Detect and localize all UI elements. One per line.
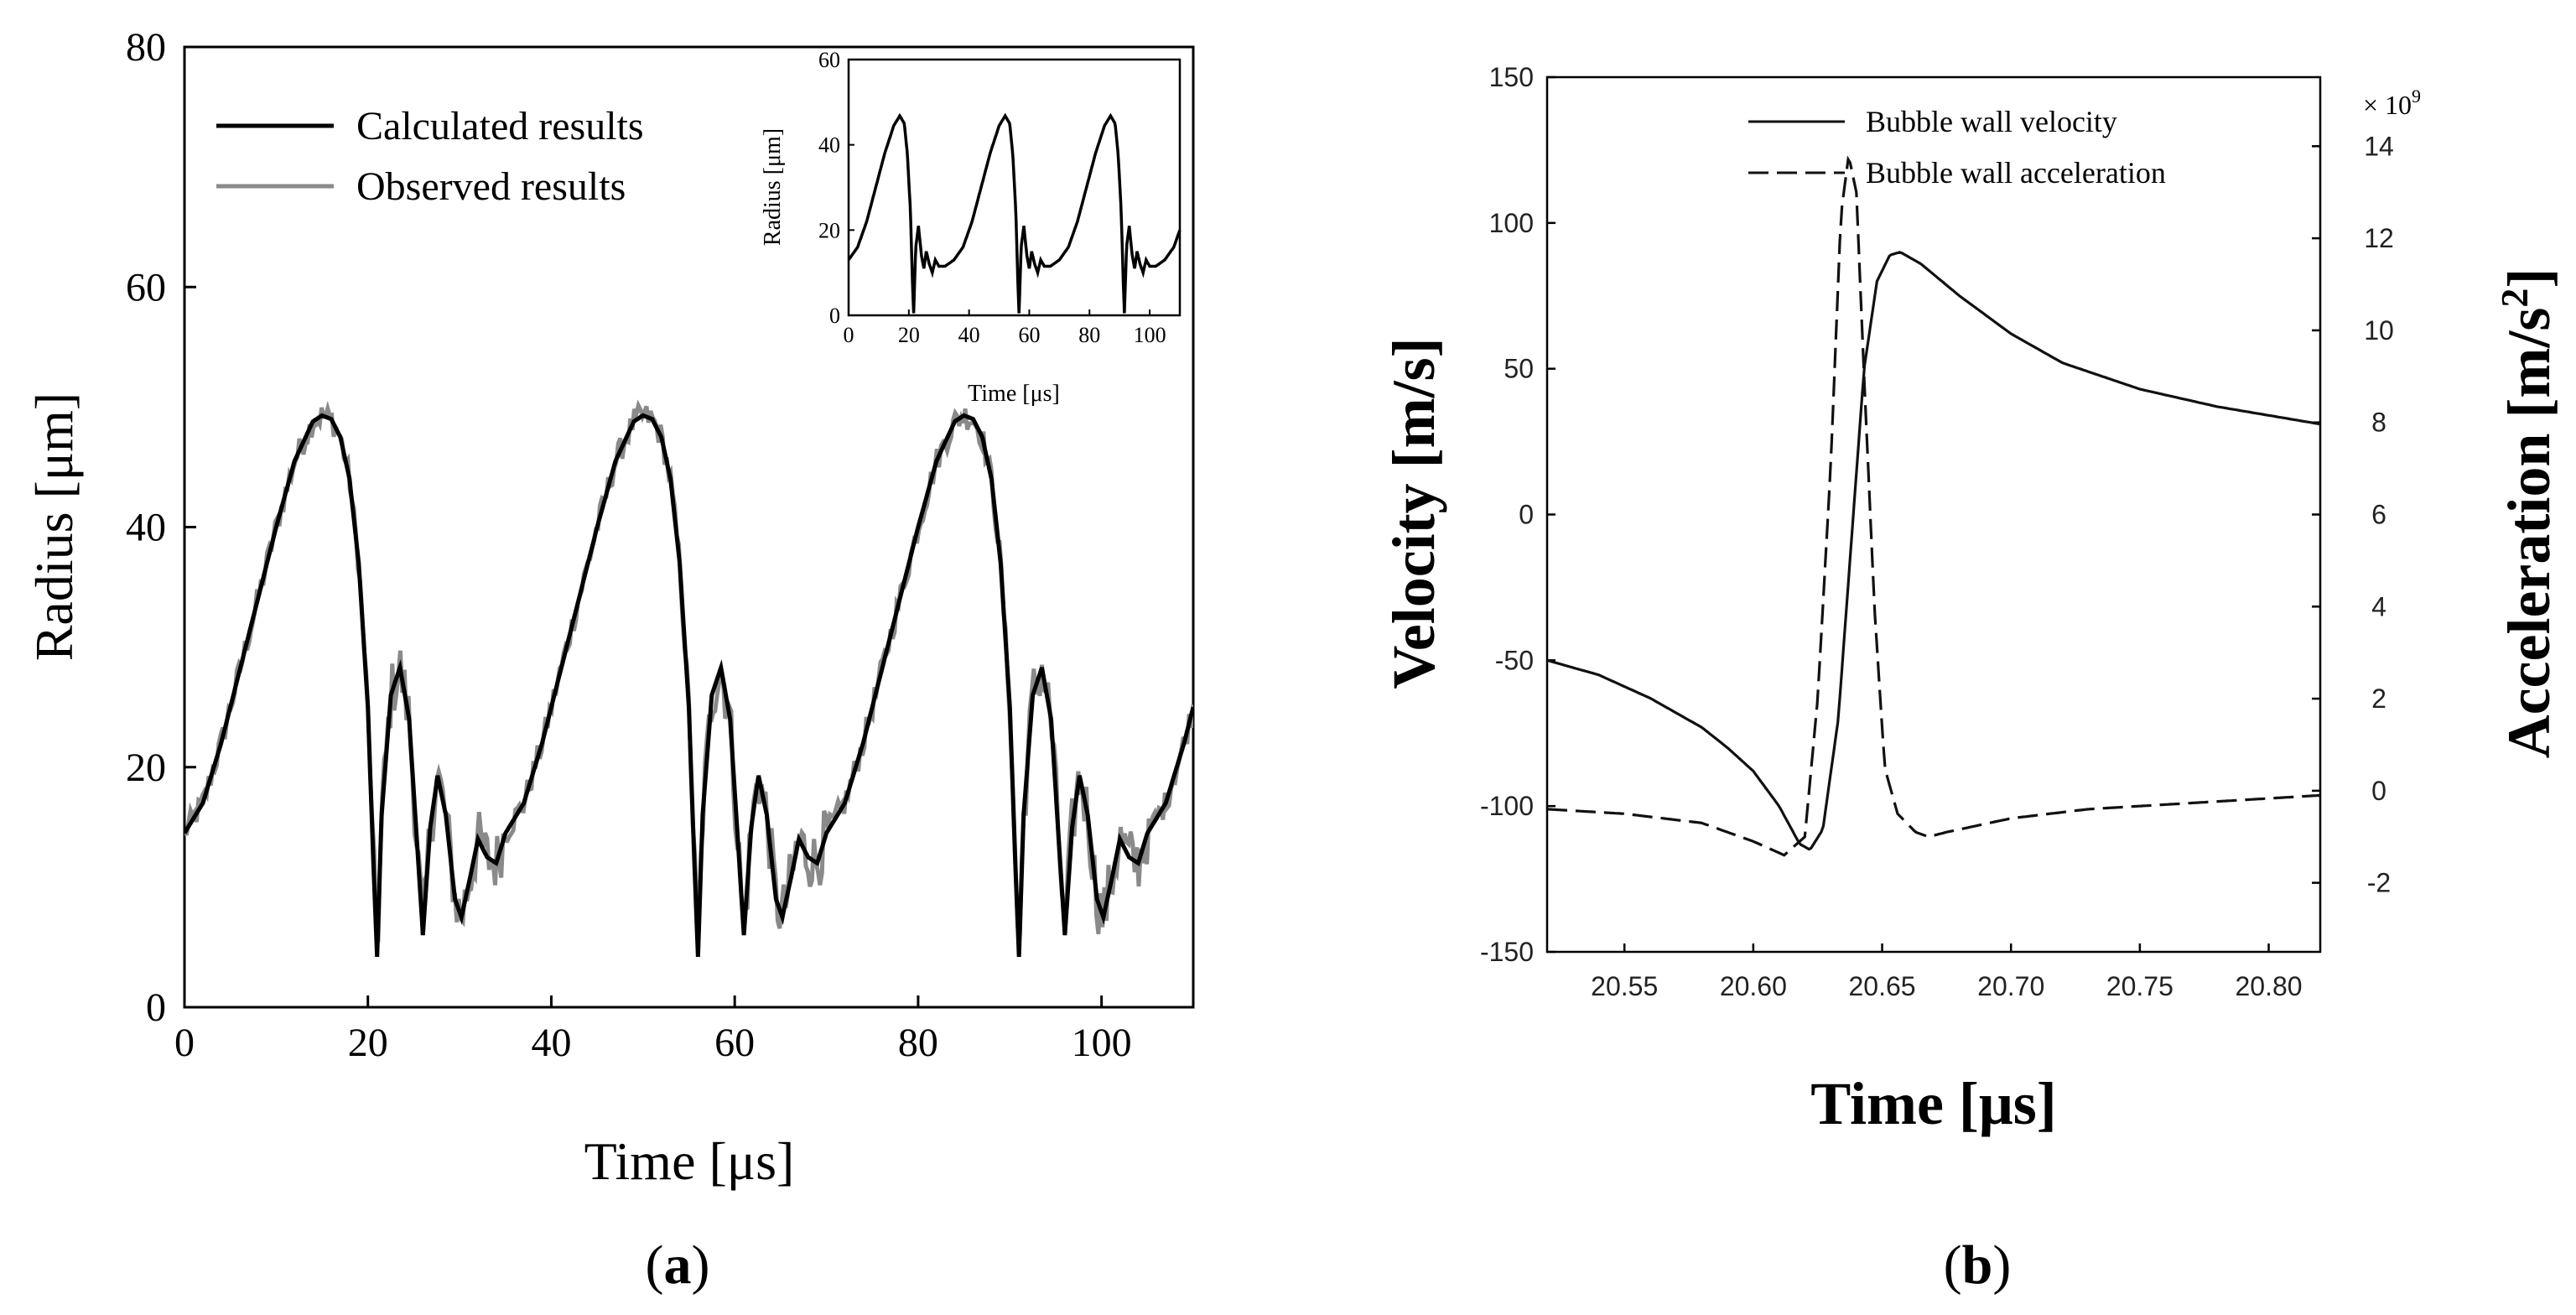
panel-a-letter: a (664, 1234, 692, 1296)
inset-y-axis-label: Radius [μm] (760, 128, 786, 246)
panel-b-right-y-tick-label: 8 (2371, 408, 2386, 438)
inset-x-tick-label: 0 (844, 323, 854, 347)
legend-label-acceleration: Bubble wall acceleration (1866, 156, 2166, 190)
panel-a-y-axis-label: Radius [μm] (24, 392, 84, 662)
inset-x-tick-label: 80 (1078, 323, 1100, 347)
panel-a-inset-chart: 0 20 40 60 80 100 0 20 40 60 Time [μs] Radius [μ… (760, 48, 1182, 407)
panel-b-x-tick-label: 20.80 (2235, 971, 2302, 1001)
panel-b-right-y-tick-label: 6 (2371, 500, 2386, 530)
panel-b-x-tick-label: 20.60 (1720, 971, 1787, 1001)
panel-a-chart: 0 20 40 60 80 100 0 20 40 60 80 Calculated result… (24, 25, 1195, 1296)
panel-b-y-tick-label: 0 (1519, 500, 1534, 530)
panel-b-x-tick-label: 20.75 (2106, 971, 2174, 1001)
panel-b-right-y-tick-label: 10 (2364, 315, 2394, 346)
inset-x-axis: 0 20 40 60 80 100 (844, 309, 1166, 347)
panel-b-right-y-tick-label: 12 (2364, 223, 2394, 253)
inset-x-tick-label: 40 (958, 323, 980, 347)
inset-x-axis-label: Time [μs] (968, 381, 1060, 407)
panel-a-y-tick-label: 80 (126, 25, 166, 70)
legend-label-observed: Observed results (356, 164, 626, 209)
inset-y-tick-label: 60 (818, 48, 840, 72)
panel-b-y-tick-label: 50 (1504, 354, 1534, 384)
panel-b-right-y-tick-label: 4 (2371, 591, 2386, 621)
panel-b-left-y-axis: 150 100 50 0 -50 -100 -150 (1480, 62, 1555, 967)
panel-b-x-tick-label: 20.65 (1848, 971, 1915, 1001)
inset-x-tick-label: 60 (1018, 323, 1040, 347)
panel-b-x-axis: 20.55 20.60 20.65 20.70 20.75 20.80 (1591, 943, 2303, 1001)
panel-a-y-tick-label: 0 (146, 985, 166, 1030)
inset-radius-line (847, 112, 1182, 314)
panel-a-y-axis: 0 20 40 60 80 (126, 25, 196, 1030)
panel-b-y-tick-label: 100 (1489, 208, 1534, 238)
bubble-wall-velocity-line (1547, 251, 2320, 851)
panel-b-right-y-tick-label: 0 (2371, 776, 2386, 806)
panel-b-chart: 20.55 20.60 20.65 20.70 20.75 20.80 150100500… (1380, 62, 2563, 1296)
panel-a-x-tick-label: 100 (1072, 1021, 1132, 1065)
panel-a-y-tick-label: 20 (126, 746, 166, 790)
panel-b-right-y-tick-label: 2 (2371, 683, 2386, 714)
right-axis-multiplier: × 109 (2363, 86, 2421, 120)
panel-a-legend: Calculated results Observed results (216, 104, 644, 209)
panel-b-right-y-axis: 14 12 10 8 6 4 2 0 -2 (2312, 131, 2394, 898)
panel-b-y-tick-label: -100 (1480, 791, 1534, 821)
inset-x-tick-label: 100 (1134, 323, 1166, 347)
inset-y-tick-label: 40 (818, 133, 840, 158)
panel-b-left-y-axis-label: Velocity [m/s] (1380, 337, 1447, 689)
panel-a-y-tick-label: 40 (126, 506, 166, 550)
panel-b-y-tick-label: -150 (1480, 937, 1534, 967)
panel-b-caption: (b) (1944, 1234, 2012, 1296)
inset-y-tick-label: 0 (829, 304, 840, 328)
panel-b-x-tick-label: 20.70 (1977, 971, 2044, 1001)
legend-label-calculated: Calculated results (356, 104, 644, 148)
panel-a-x-tick-label: 80 (898, 1021, 938, 1065)
panel-a-y-tick-label: 60 (126, 265, 166, 309)
panel-b-right-y-axis-label: Acceleration [m/s2] (2493, 268, 2563, 759)
panel-b-y-tick-label: -50 (1495, 645, 1534, 675)
panel-b-x-tick-label: 20.55 (1591, 971, 1658, 1001)
panel-b-legend: Bubble wall velocity Bubble wall acceler… (1748, 105, 2166, 190)
panel-a-x-axis: 0 20 40 60 80 100 (174, 995, 1132, 1065)
inset-y-tick-label: 20 (818, 218, 840, 242)
panel-b-plot-frame (1545, 75, 2322, 954)
bubble-wall-acceleration-line (1547, 155, 2320, 857)
panel-a-x-tick-label: 20 (348, 1021, 388, 1065)
panel-a-x-tick-label: 40 (531, 1021, 571, 1065)
panel-b-right-y-tick-label: -2 (2367, 868, 2391, 898)
panel-a-caption: (a) (646, 1234, 710, 1296)
panel-a-x-axis-label: Time [μs] (584, 1131, 795, 1191)
panel-b-x-axis-label: Time [μs] (1810, 1070, 2056, 1137)
legend-label-velocity: Bubble wall velocity (1866, 105, 2117, 138)
inset-x-tick-label: 20 (898, 323, 920, 347)
panel-a-x-tick-label: 60 (714, 1021, 755, 1065)
panel-b-letter: b (1962, 1234, 1993, 1296)
panel-b-y-tick-label: 150 (1489, 62, 1534, 92)
panel-a-x-tick-label: 0 (174, 1021, 195, 1065)
panel-b-right-y-tick-label: 14 (2364, 131, 2394, 161)
inset-y-axis: 0 20 40 60 (818, 48, 854, 328)
calculated-results-line (184, 413, 1193, 957)
